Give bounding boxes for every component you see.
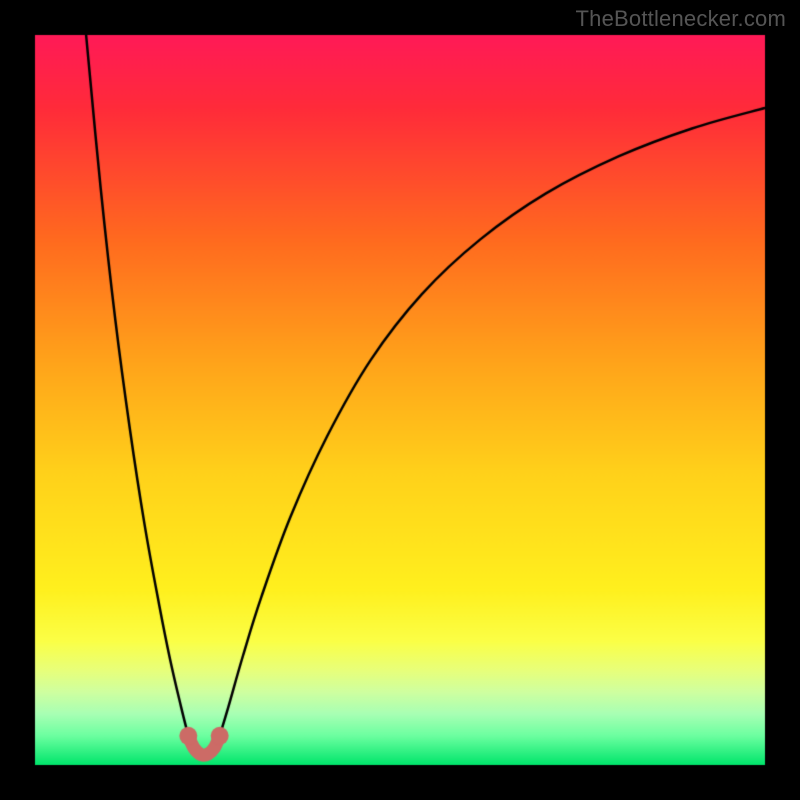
bottleneck-curve-chart bbox=[0, 0, 800, 800]
chart-container: TheBottlenecker.com bbox=[0, 0, 800, 800]
